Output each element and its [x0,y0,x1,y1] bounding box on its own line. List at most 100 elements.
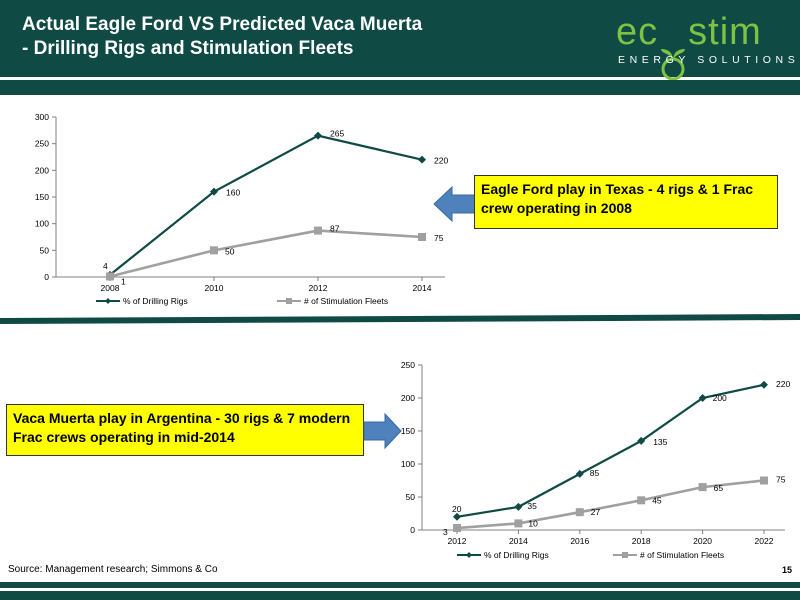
x-tick-label: 2016 [570,536,589,546]
y-tick-label: 250 [35,139,49,149]
x-tick-label: 2014 [509,536,528,546]
legend-entry-drilling-rigs: % of Drilling Rigs [457,550,549,560]
slide-title-line-1: Actual Eagle Ford VS Predicted Vaca Muer… [22,14,423,35]
series-line-stimulation-fleets [109,229,423,278]
data-label: 45 [652,495,662,505]
series-line-drilling-rigs [109,134,423,276]
series-line-drilling-rigs [456,383,765,518]
data-label: 75 [776,475,786,485]
data-point [314,131,322,140]
chart-series: 4 160 265 220 1 50 87 75 [103,129,448,287]
chart-series: 20 35 85 135 200 220 3 10 27 45 65 75 [443,379,790,537]
data-point [106,272,114,281]
y-tick-label: 100 [35,219,49,229]
data-point [418,233,426,241]
y-tick-labels: 0 50 100 150 200 250 300 [35,112,49,282]
y-tick-label: 150 [35,192,49,202]
y-tick-label: 300 [35,112,49,122]
y-tick-label: 100 [401,459,415,469]
x-tick-label: 2018 [632,536,651,546]
leaf-icon [661,49,686,81]
chart-axes [52,116,445,281]
arrow-right-icon [363,412,402,450]
vaca-muerta-callout: Vaca Muerta play in Argentina - 30 rigs … [6,404,364,456]
data-point [314,226,322,235]
data-label: 65 [714,483,724,493]
x-tick-labels: 2008 2010 2012 2014 [101,283,432,293]
legend-entry-stimulation-fleets: # of Stimulation Fleets [277,296,388,306]
data-label: 10 [528,518,538,528]
data-label: 265 [330,129,344,139]
source-note: Source: Management research; Simmons & C… [8,564,218,575]
legend-entry-stimulation-fleets: # of Stimulation Fleets [613,550,724,560]
x-tick-label: 2010 [205,283,224,293]
series-line-stimulation-fleets [456,479,765,530]
slide-title: Actual Eagle Ford VS Predicted Vaca Muer… [22,13,462,61]
data-label: 220 [434,156,448,166]
chart-legend: % of Drilling Rigs # of Stimulation Fleet… [457,550,724,560]
data-point [418,155,426,164]
legend-entry-drilling-rigs: % of Drilling Rigs [96,296,188,306]
x-tick-label: 2014 [413,283,432,293]
data-point [575,469,584,478]
data-label: 160 [226,188,240,198]
data-point [514,502,523,511]
x-tick-labels: 2012 2014 2016 2018 2020 2022 [448,536,774,546]
y-tick-label: 250 [401,360,415,370]
data-point [637,496,646,505]
data-label: 20 [452,504,462,514]
data-label: 50 [225,246,235,256]
ecostim-logo: ec stim ENERGY SOLUTIONS [612,12,795,81]
data-point [210,187,218,196]
data-point [453,524,461,533]
data-label: 220 [776,379,790,389]
data-label: 27 [591,507,601,517]
y-tick-label: 200 [401,393,415,403]
data-point [453,512,461,521]
y-tick-label: 50 [406,492,416,502]
data-point [210,246,218,255]
arrow-left-icon [433,185,477,223]
data-point [698,394,707,402]
data-label: 1 [121,276,126,286]
data-label: 200 [713,393,727,403]
data-label: 35 [527,501,537,511]
chart-legend: % of Drilling Rigs # of Stimulation Fleet… [96,296,388,306]
header-bar: Actual Eagle Ford VS Predicted Vaca Muer… [0,0,800,81]
legend-label: # of Stimulation Fleets [640,550,724,560]
x-tick-label: 2008 [101,283,120,293]
data-point [514,519,523,528]
legend-label: % of Drilling Rigs [484,550,549,560]
data-label: 3 [443,527,448,537]
x-tick-label: 2022 [755,536,774,546]
chart-axes [418,364,785,534]
x-tick-label: 2012 [448,536,467,546]
top-band [0,80,800,95]
data-label: 4 [103,261,108,271]
y-tick-label: 50 [40,245,50,255]
logo-tagline: ENERGY SOLUTIONS [618,54,800,66]
data-point [760,380,768,389]
bottom-band [0,582,800,600]
data-point [698,483,707,492]
y-tick-label: 0 [410,525,415,535]
data-point [760,476,768,485]
y-tick-label: 150 [401,426,415,436]
section-divider [0,314,800,324]
data-label: 85 [590,468,600,478]
data-label: 87 [330,224,340,234]
logo-wordmark: ec stim [616,12,762,81]
data-label: 135 [653,437,667,447]
slide-title-line-2: - Drilling Rigs and Stimulation Fleets [22,38,354,59]
legend-label: % of Drilling Rigs [123,296,188,306]
data-label: 75 [434,233,444,243]
eagle-ford-callout: Eagle Ford play in Texas - 4 rigs & 1 Fr… [474,175,778,229]
data-point [637,436,646,445]
x-tick-label: 2012 [309,283,328,293]
page-number: 15 [782,565,793,575]
y-tick-label: 200 [35,165,49,175]
x-tick-label: 2020 [693,536,712,546]
